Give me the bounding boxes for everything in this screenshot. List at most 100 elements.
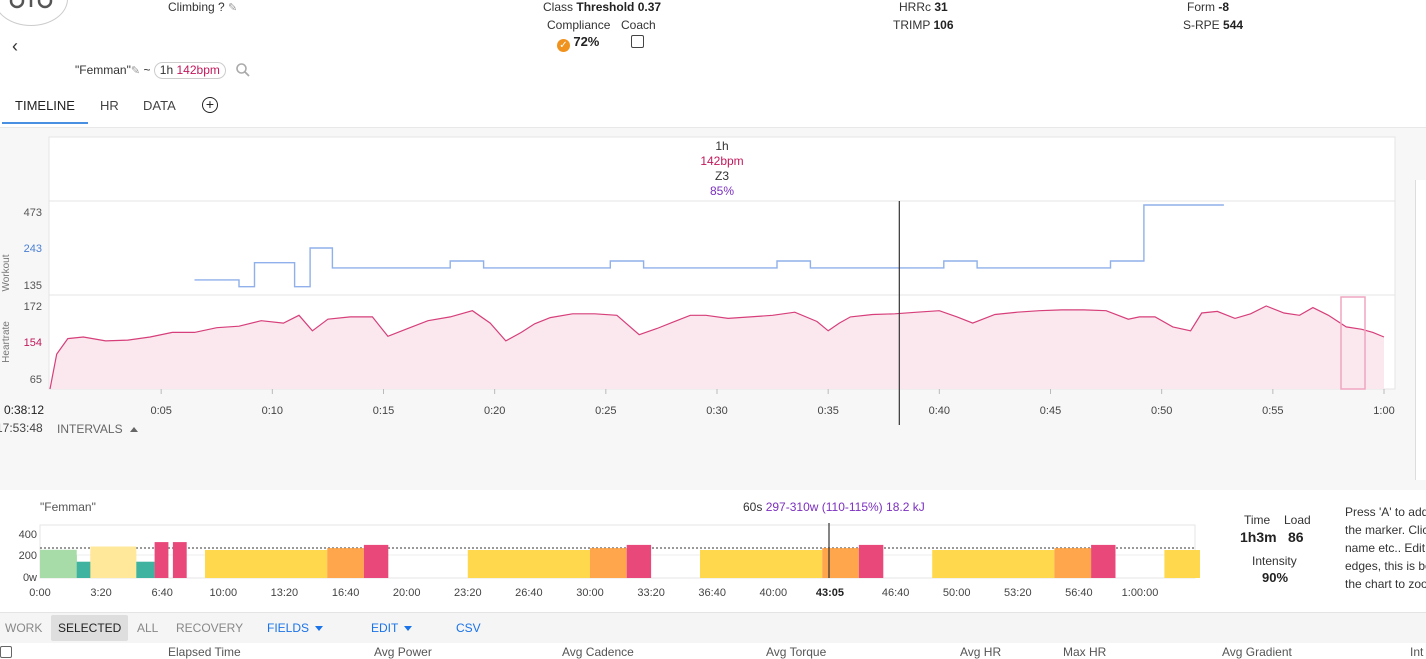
hrrc-stat: HRRc 31	[899, 0, 948, 14]
summary-badge: 1h 142bpm	[153, 62, 226, 79]
heartrate-line	[49, 305, 1385, 390]
interval-x-tick: 30:00	[576, 587, 604, 599]
tab-hr[interactable]: HR	[100, 98, 119, 113]
app-logo[interactable]	[0, 0, 68, 26]
tooltip-time: 1h	[715, 139, 728, 153]
interval-x-tick: 1:00:00	[1122, 587, 1159, 599]
load-value: 86	[1288, 529, 1304, 545]
class-stat: Class Threshold 0.37	[543, 0, 662, 14]
interval-y-tick: 200	[19, 550, 37, 562]
trimp-stat: TRIMP 106	[893, 18, 954, 32]
interval-chart[interactable]: 400 200 0w 0:00 3:20 6:40 10:00 13:20 16:40 20…	[0, 515, 1200, 605]
interval-x-tick: 20:00	[393, 587, 421, 599]
interval-block[interactable]	[932, 550, 1055, 578]
interval-block[interactable]	[700, 550, 823, 578]
right-scroll-panel[interactable]	[1415, 180, 1426, 480]
compliance-label: Compliance	[547, 18, 611, 32]
intervals-toggle[interactable]: INTERVALS	[57, 422, 138, 436]
edit-pencil-icon[interactable]: ✎	[130, 65, 141, 77]
workout-line	[194, 204, 1224, 288]
interval-block[interactable]	[40, 549, 77, 578]
timeline-chart[interactable]: 1h 142bpm Z3 85% Workout Heartrate 473 2…	[0, 128, 1426, 438]
column-header[interactable]: Int	[1410, 645, 1424, 659]
workout-tick: 243	[24, 243, 42, 255]
interval-block[interactable]	[136, 561, 155, 578]
interval-x-tick: 13:20	[271, 587, 299, 599]
back-chevron-icon[interactable]: ‹	[12, 36, 18, 56]
cursor-time: 0:38:12	[4, 403, 44, 417]
interval-block[interactable]	[626, 544, 652, 578]
filter-selected[interactable]: SELECTED	[51, 615, 129, 641]
csv-button[interactable]: CSV	[456, 621, 481, 635]
interval-block[interactable]	[1091, 544, 1116, 578]
interval-block[interactable]	[1054, 548, 1092, 578]
x-tick-label: 0:20	[484, 405, 505, 417]
interval-block[interactable]	[1164, 550, 1200, 578]
tab-timeline[interactable]: TIMELINE	[2, 92, 88, 124]
workout-tick: 135	[24, 280, 42, 292]
interval-x-tick: 16:40	[332, 587, 360, 599]
x-tick-label: 0:55	[1262, 405, 1283, 417]
interval-x-tick: 6:40	[151, 587, 172, 599]
interval-block[interactable]	[590, 548, 627, 578]
interval-block[interactable]	[363, 544, 389, 578]
caret-down-icon	[404, 626, 413, 632]
x-tick-label: 1:00	[1373, 405, 1394, 417]
intensity-label: Intensity	[1252, 554, 1297, 568]
time-value: 1h3m	[1240, 529, 1277, 545]
tab-data[interactable]: DATA	[143, 98, 176, 113]
column-header[interactable]: Avg HR	[960, 645, 1002, 659]
compliance-value: ✓ 72%	[557, 34, 599, 52]
intensity-value: 90%	[1262, 570, 1289, 585]
x-tick-label: 0:40	[929, 405, 950, 417]
interval-highlight[interactable]	[1340, 296, 1366, 390]
interval-block[interactable]	[327, 548, 364, 578]
column-header[interactable]: Avg Gradient	[1222, 645, 1292, 659]
interval-block[interactable]	[822, 548, 859, 578]
interval-block[interactable]	[154, 542, 169, 578]
column-header[interactable]: Avg Torque	[766, 645, 827, 659]
heartrate-area	[50, 306, 1384, 389]
interval-block[interactable]	[90, 546, 137, 579]
tooltip-pct: 85%	[710, 184, 734, 198]
interval-x-tick: 43:05	[816, 587, 844, 599]
interval-y-tick: 400	[19, 529, 37, 541]
column-header[interactable]: Elapsed Time	[168, 645, 241, 659]
interval-x-tick: 3:20	[90, 587, 111, 599]
interval-block[interactable]	[858, 544, 884, 578]
edit-menu[interactable]: EDIT	[371, 621, 413, 635]
filter-all[interactable]: ALL	[137, 621, 159, 635]
filter-recovery[interactable]: RECOVERY	[176, 621, 244, 635]
x-tick-label: 0:10	[262, 405, 283, 417]
interval-block[interactable]	[172, 542, 187, 578]
column-header[interactable]: Max HR	[1063, 645, 1107, 659]
search-icon[interactable]	[235, 62, 251, 78]
interval-x-tick: 56:40	[1065, 587, 1093, 599]
hr-tick: 172	[24, 301, 42, 313]
filter-work[interactable]: WORK	[5, 621, 43, 635]
interval-block[interactable]	[467, 550, 590, 578]
hr-tick: 65	[30, 374, 42, 386]
workout-axis-label: Workout	[1, 254, 12, 291]
coach-label: Coach	[621, 18, 656, 32]
select-all-checkbox[interactable]	[0, 646, 12, 658]
interval-chart-title: "Femman"	[40, 500, 96, 514]
interval-x-tick: 40:00	[760, 587, 788, 599]
interval-block[interactable]	[76, 561, 91, 578]
coach-checkbox[interactable]	[631, 35, 644, 48]
fields-menu[interactable]: FIELDS	[267, 621, 324, 635]
workout-name[interactable]: "Femman"	[75, 63, 131, 77]
interval-block[interactable]	[205, 550, 328, 578]
x-tick-label: 0:50	[1151, 405, 1172, 417]
tooltip-hr: 142bpm	[700, 154, 743, 168]
add-tab-icon[interactable]: +	[202, 97, 218, 113]
caret-up-icon	[129, 427, 138, 432]
srpe-stat: S-RPE 544	[1183, 18, 1244, 32]
tab-divider	[0, 127, 1426, 128]
edit-pencil-icon[interactable]: ✎	[228, 2, 238, 14]
activity-type[interactable]: Climbing ? ✎	[168, 0, 238, 14]
interval-x-tick: 33:20	[637, 587, 665, 599]
column-header[interactable]: Avg Cadence	[562, 645, 634, 659]
column-header[interactable]: Avg Power	[374, 645, 432, 659]
interval-x-tick: 46:40	[882, 587, 910, 599]
